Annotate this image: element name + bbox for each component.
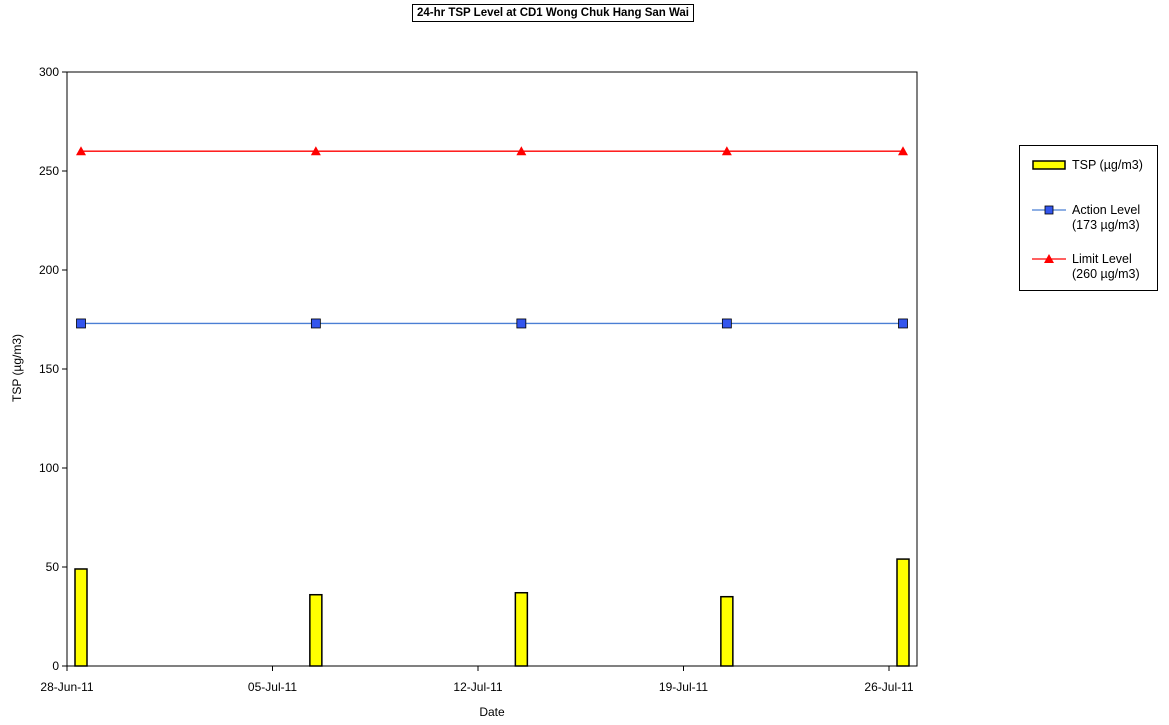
x-axis-title: Date — [479, 705, 505, 719]
limit-level-point — [76, 146, 86, 156]
legend-label-action: Action Level (173 µg/m3) — [1072, 203, 1141, 232]
legend: TSP (µg/m3) Action Level (173 µg/m3) Limi… — [1019, 145, 1158, 291]
y-tick-label: 300 — [39, 65, 59, 79]
chart-title: 24-hr TSP Level at CD1 Wong Chuk Hang Sa… — [412, 4, 695, 22]
x-tick-label: 05-Jul-11 — [248, 680, 297, 694]
plot-area — [66, 71, 918, 667]
limit-level-point — [898, 146, 908, 156]
y-tick-label: 0 — [52, 659, 59, 673]
action-level-point — [898, 318, 908, 329]
legend-key-action — [1032, 205, 1066, 215]
tsp-bar — [720, 595, 734, 667]
y-tick-label: 250 — [39, 164, 59, 178]
limit-level-point — [310, 146, 321, 156]
tsp-bar — [514, 591, 529, 667]
tsp-bar — [309, 593, 323, 667]
legend-key-tsp — [1032, 160, 1066, 170]
action-level-point — [310, 318, 321, 329]
x-tick-label: 26-Jul-11 — [864, 680, 913, 694]
y-axis-title: TSP (µg/m3) — [10, 334, 24, 402]
x-tick-label: 28-Jun-11 — [40, 680, 93, 694]
limit-level-point — [516, 146, 527, 156]
legend-label-tsp: TSP (µg/m3) — [1072, 158, 1143, 172]
action-level-point — [76, 318, 86, 329]
x-tick-label: 19-Jul-11 — [659, 680, 708, 694]
y-tick-label: 100 — [39, 461, 59, 475]
x-tick-label: 12-Jul-11 — [453, 680, 502, 694]
y-tick-label: 200 — [39, 263, 59, 277]
action-level-point — [721, 318, 732, 329]
legend-key-limit — [1032, 254, 1066, 263]
limit-level-point — [721, 146, 732, 156]
action-level-point — [516, 318, 527, 329]
tsp-bar — [896, 558, 910, 667]
y-tick-label: 50 — [46, 560, 60, 574]
tsp-bar — [74, 568, 88, 667]
legend-label-limit: Limit Level (260 µg/m3) — [1072, 252, 1140, 281]
y-tick-label: 150 — [39, 362, 59, 376]
